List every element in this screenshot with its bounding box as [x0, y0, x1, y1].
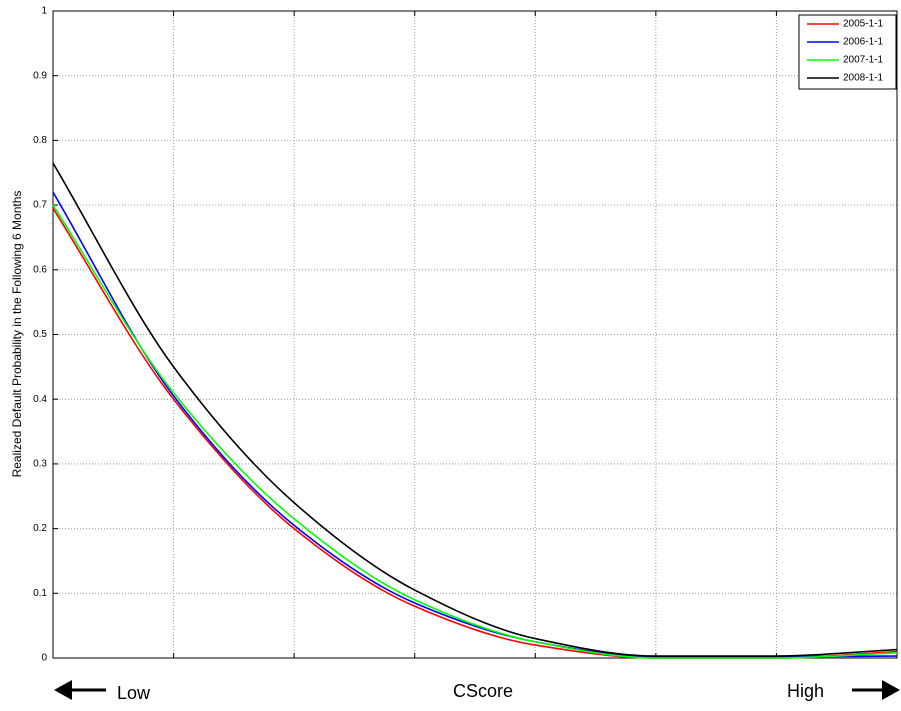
series-line [52, 162, 898, 657]
y-tick-label: 0.9 [33, 70, 47, 81]
x-low-label: Low [117, 683, 151, 703]
x-high-label: High [787, 681, 824, 701]
y-axis-label: Realized Default Probability in the Foll… [10, 191, 24, 478]
legend: 2005-1-1 2006-1-1 2007-1-1 2008-1-1 [798, 14, 897, 90]
y-tick-label: 0.7 [33, 200, 47, 211]
y-tick-label: 0.3 [33, 459, 47, 470]
y-tick-label: 1 [41, 6, 47, 17]
series-line [52, 204, 898, 659]
legend-box [798, 14, 897, 90]
low-arrow [54, 680, 106, 700]
y-tick-label: 0.8 [33, 135, 47, 146]
legend-label: 2006-1-1 [843, 37, 883, 48]
high-arrow [852, 680, 900, 700]
y-tick-label: 0.4 [33, 394, 47, 405]
plot-frame [52, 10, 898, 659]
legend-label: 2005-1-1 [843, 19, 883, 30]
y-tick-label: 0.5 [33, 329, 47, 340]
legend-label: 2008-1-1 [843, 73, 883, 84]
x-axis-label: CScore [453, 681, 513, 701]
y-tick-label: 0.1 [33, 588, 47, 599]
y-tick-label: 0.2 [33, 523, 47, 534]
y-tick-label: 0.6 [33, 264, 47, 275]
legend-label: 2007-1-1 [843, 55, 883, 66]
y-tick-label: 0 [41, 653, 47, 664]
